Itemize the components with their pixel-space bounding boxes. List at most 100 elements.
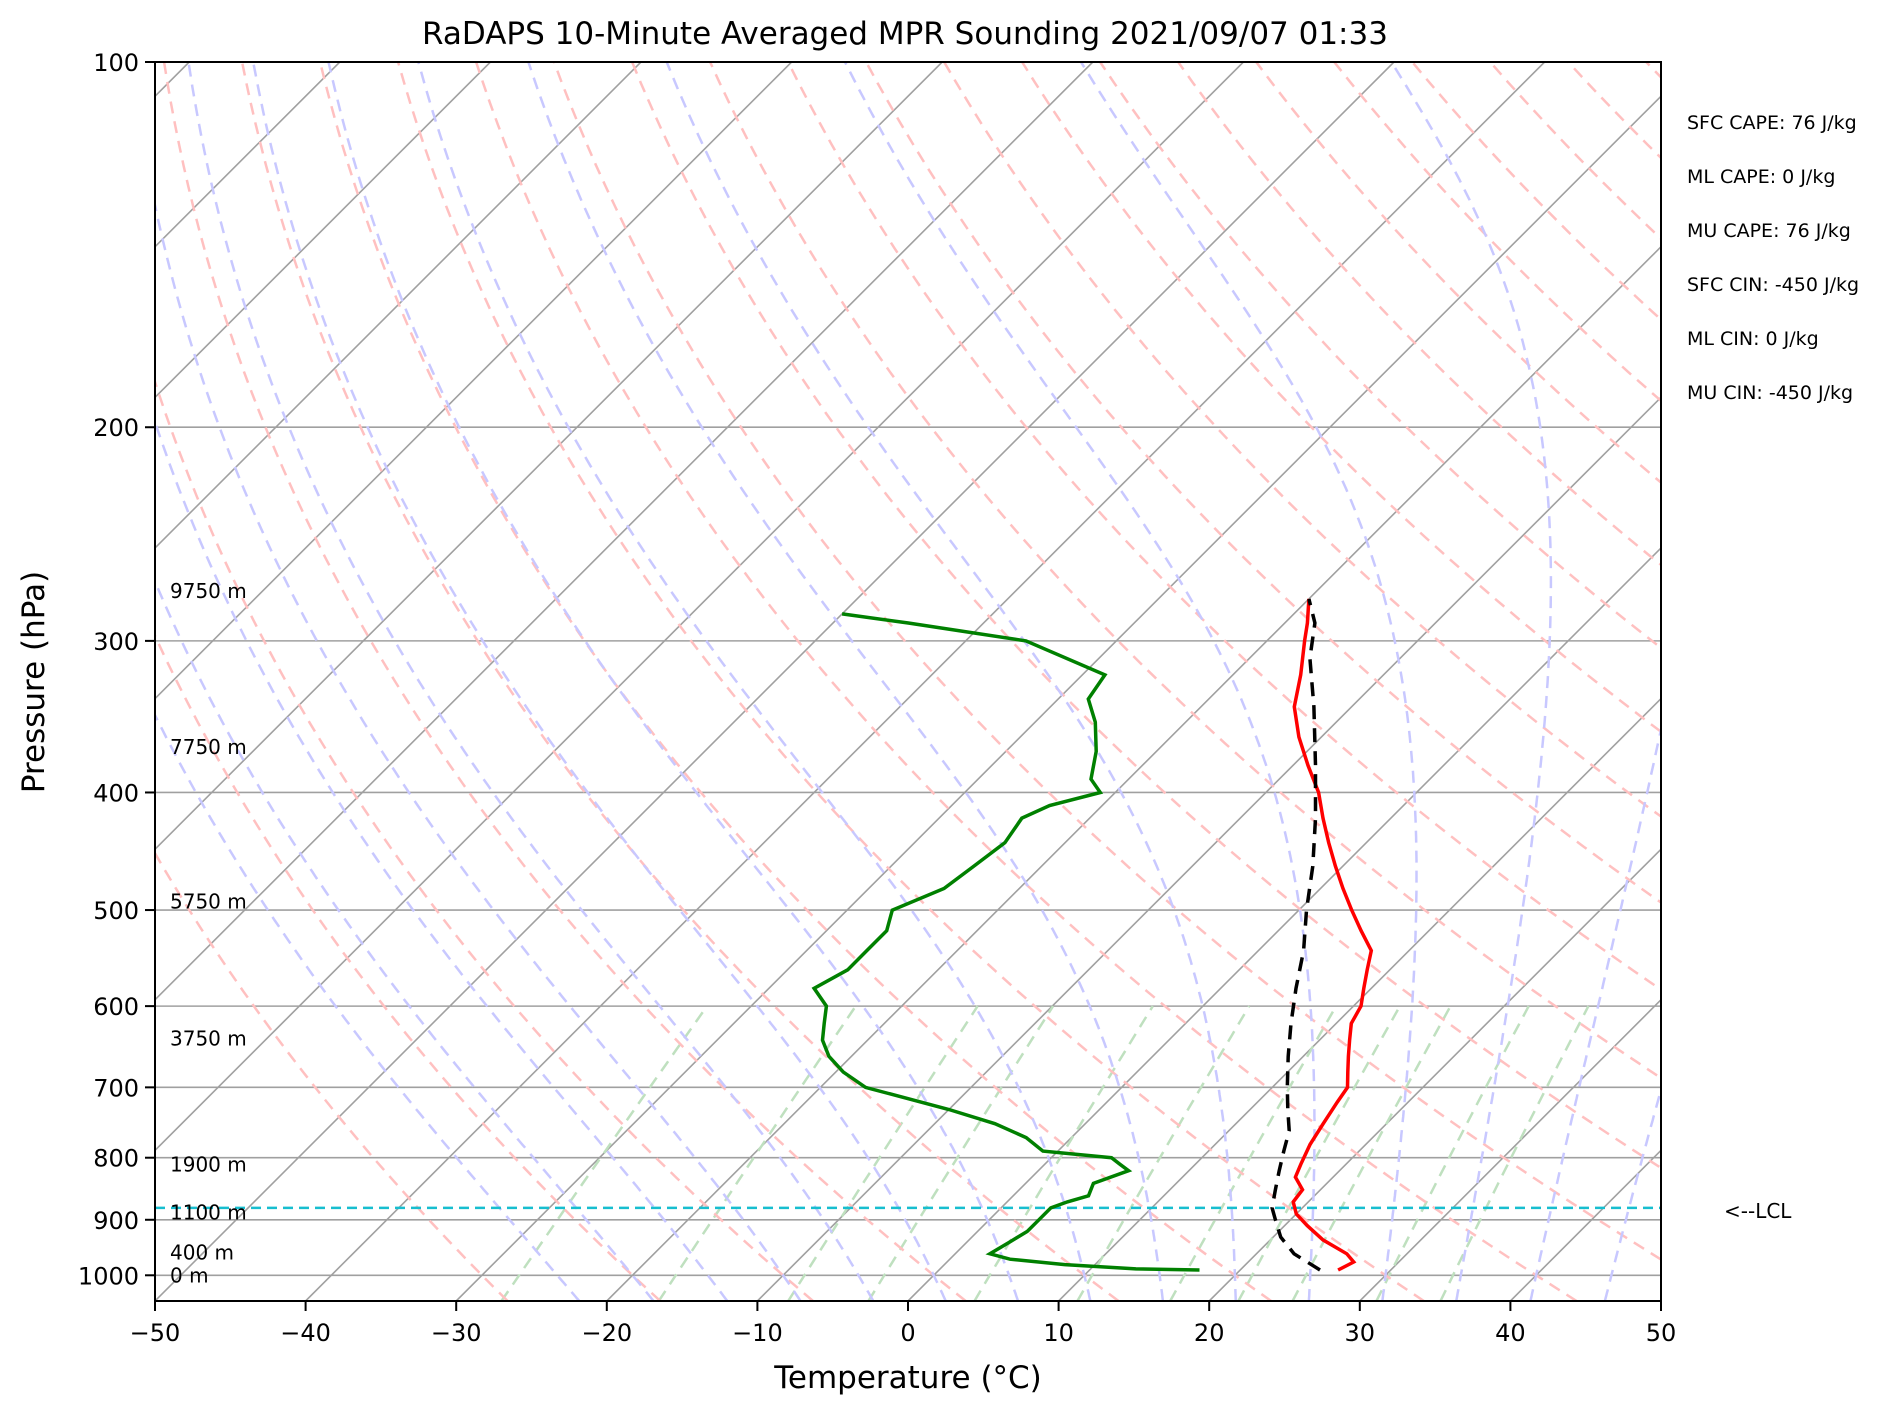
y-tick-label: 100 [93, 49, 139, 77]
dry-adiabat-line [162, 62, 967, 1301]
isotherm-line [155, 62, 491, 399]
dry-adiabat-line [708, 62, 1661, 1080]
stat-text: MU CAPE: 76 J/kg [1687, 220, 1851, 242]
isotherm-line [455, 95, 1661, 1301]
dry-adiabat-line [865, 62, 1661, 905]
stat-text: MU CIN: -450 J/kg [1687, 382, 1853, 404]
dry-adiabat-line [1333, 62, 1661, 403]
mixing-ratio-line [867, 1005, 1055, 1301]
x-axis-label: Temperature (°C) [773, 1360, 1042, 1396]
dry-adiabat-line [1724, 62, 1899, 1301]
dry-adiabat-line [1177, 62, 1661, 567]
height-label: 9750 m [170, 579, 247, 603]
dry-adiabat-line [552, 62, 1661, 1261]
isotherm-line [1359, 998, 1661, 1301]
isotherm-line [1058, 697, 1661, 1301]
moist-adiabat-line [1079, 62, 1418, 1301]
parcel-path-line [1270, 598, 1321, 1272]
stability-indices: SFC CAPE: 76 J/kg ML CAPE: 0 J/kg MU CAPE:… [1687, 112, 1859, 404]
isotherm-line [1208, 848, 1661, 1301]
background-grid [155, 62, 1661, 1301]
isotherm-line [155, 62, 943, 851]
height-label: 7750 m [170, 735, 247, 759]
mixing-ratio-line [1439, 1005, 1590, 1301]
mixing-ratio-line [1375, 1005, 1530, 1301]
x-tick-label: −10 [732, 1319, 783, 1347]
y-tick-label: 400 [93, 779, 139, 807]
x-tick-label: 20 [1194, 1319, 1225, 1347]
x-axis-ticks: −50 −40 −30 −20 −10 0 10 20 30 40 50 [130, 1301, 1677, 1347]
moist-adiabat-line [527, 62, 1165, 1301]
height-label: 3750 m [170, 1026, 247, 1050]
height-label: 1100 m [170, 1201, 247, 1225]
moist-adiabat-line [155, 199, 802, 1301]
moist-adiabat-line [1390, 62, 1553, 1301]
lcl-label: <--LCL [1724, 1199, 1792, 1223]
isotherm-line [1660, 1299, 1661, 1301]
moist-adiabat-line [417, 62, 1092, 1301]
moist-adiabats [155, 62, 1661, 1301]
dry-adiabat-line [786, 62, 1661, 992]
isotherm-line [1509, 1149, 1661, 1301]
y-tick-label: 900 [93, 1207, 139, 1235]
mixing-ratio-line [1237, 1005, 1401, 1301]
dry-adiabat-line [1411, 62, 1661, 322]
x-tick-label: 50 [1646, 1319, 1677, 1347]
x-tick-label: −50 [130, 1319, 181, 1347]
isotherm-line [305, 62, 1546, 1301]
height-label: 1900 m [170, 1152, 247, 1176]
chart-title: RaDAPS 10-Minute Averaged MPR Sounding 2… [422, 16, 1388, 52]
y-tick-label: 600 [93, 993, 139, 1021]
isotherm-line [907, 546, 1661, 1301]
x-tick-label: 30 [1345, 1319, 1376, 1347]
moist-adiabat-line [327, 62, 1020, 1301]
moist-adiabat-line [187, 62, 875, 1301]
moist-adiabat-line [843, 62, 1316, 1301]
y-tick-label: 500 [93, 897, 139, 925]
stat-text: ML CAPE: 0 J/kg [1687, 166, 1835, 188]
dry-adiabat-line [1802, 62, 1899, 1301]
mixing-ratio-line [1169, 1005, 1338, 1301]
stat-text: ML CIN: 0 J/kg [1687, 328, 1819, 350]
moist-adiabat-line [155, 712, 581, 1301]
dry-adiabat-line [396, 62, 1425, 1301]
height-label: 5750 m [170, 890, 247, 914]
x-tick-label: −40 [280, 1319, 331, 1347]
isotherm-line [606, 245, 1661, 1301]
isotherm-line [155, 62, 1244, 1152]
mixing-ratio-lines [500, 1005, 1590, 1301]
stat-text: SFC CIN: -450 J/kg [1687, 274, 1859, 296]
height-label: 0 m [170, 1263, 209, 1287]
dry-adiabat-line [1567, 62, 1661, 160]
x-tick-label: −30 [431, 1319, 482, 1347]
moist-adiabat-line [1529, 723, 1661, 1301]
mixing-ratio-line [1291, 1005, 1452, 1301]
dry-adiabat-line [155, 377, 814, 1301]
isotherm-line [155, 62, 793, 700]
isotherm-line [155, 62, 1094, 1001]
height-label: 400 m [170, 1241, 234, 1265]
y-tick-label: 1000 [78, 1262, 139, 1290]
y-tick-label: 200 [93, 414, 139, 442]
dry-adiabat-line [1099, 62, 1661, 650]
dry-adiabat-line [1255, 62, 1661, 485]
dry-adiabat-line [474, 62, 1578, 1301]
mixing-ratio-line [787, 1005, 979, 1301]
dry-adiabat-line [155, 850, 509, 1301]
dry-adiabat-line [240, 62, 1120, 1301]
moist-adiabat-line [1603, 1085, 1661, 1301]
temperature-line [1291, 598, 1374, 1272]
mixing-ratio-line [1076, 1005, 1251, 1301]
x-tick-label: 10 [1043, 1319, 1074, 1347]
moist-adiabat-line [155, 578, 655, 1301]
y-axis-label: Pressure (hPa) [16, 571, 52, 793]
dry-adiabats [155, 62, 1899, 1301]
x-tick-label: −20 [581, 1319, 632, 1347]
y-axis-ticks: 100 200 300 400 500 600 700 800 900 1000 [78, 49, 155, 1290]
moist-adiabat-line [155, 418, 729, 1301]
moist-adiabat-line [665, 62, 1237, 1301]
dry-adiabat-line [1645, 62, 1661, 80]
